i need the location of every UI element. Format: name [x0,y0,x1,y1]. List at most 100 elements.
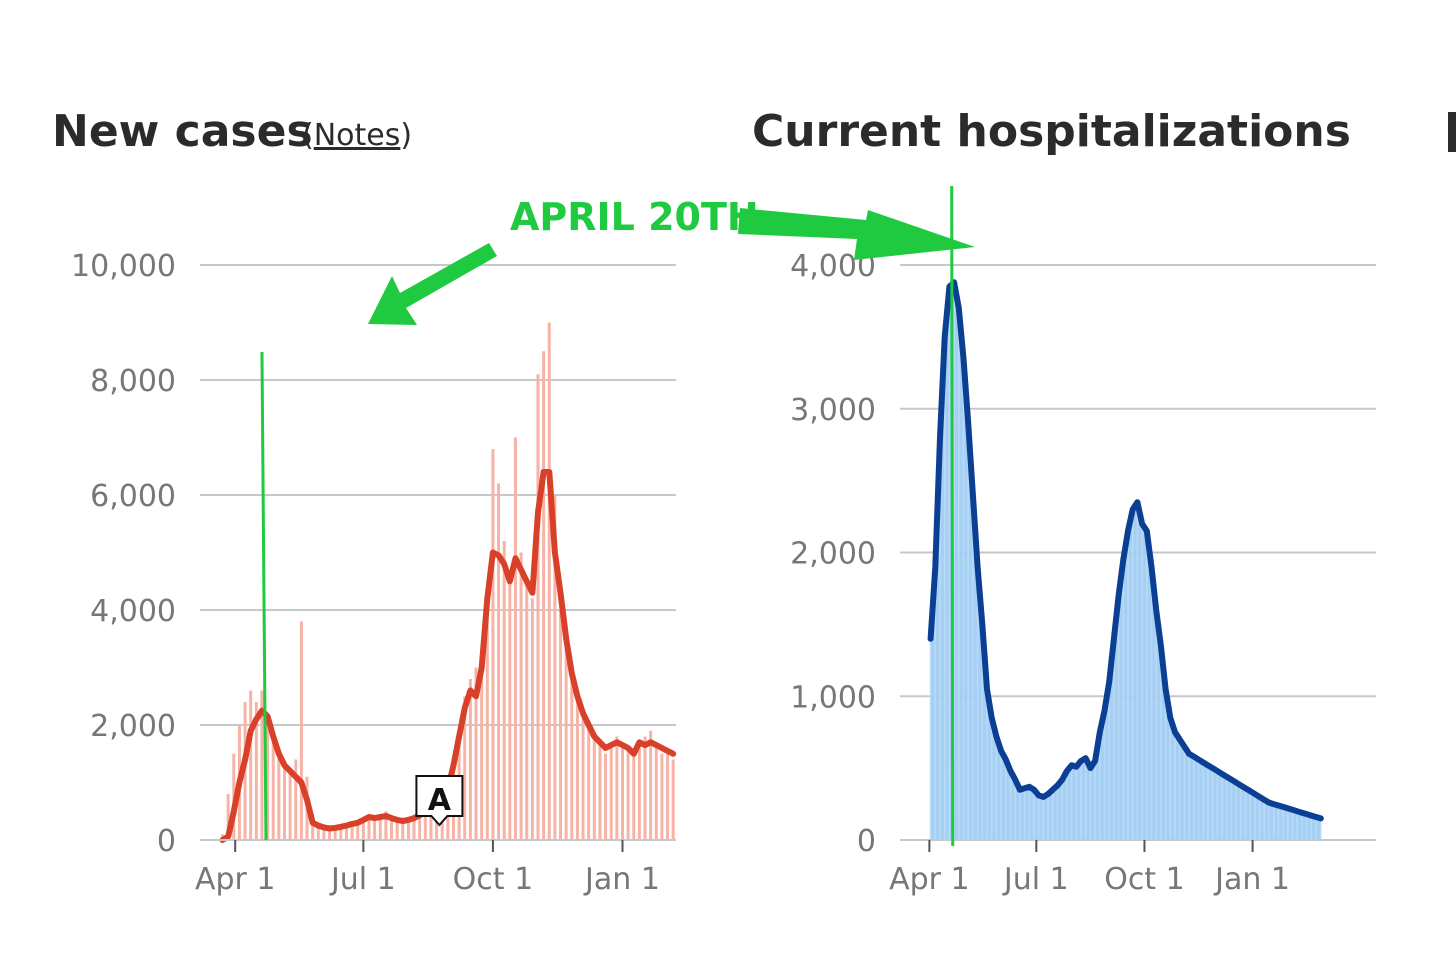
cases-y-tick-label: 10,000 [71,249,176,284]
cases-y-tick-label: 2,000 [90,709,176,744]
cases-daily-bar [525,581,529,840]
cases-daily-bar [429,806,433,840]
cases-daily-bar [294,759,298,840]
cases-daily-bar [356,822,360,840]
cases-daily-bar [626,748,630,840]
cases-daily-bar [632,753,636,840]
cases-daily-bar [468,679,472,840]
cases-daily-bar [401,819,405,840]
cases-y-tick-label: 8,000 [90,364,176,399]
hosp-y-tick-label: 1,000 [790,680,876,715]
cases-daily-bar [390,815,394,840]
cases-daily-bar [587,725,591,840]
cases-x-tick-label: Oct 1 [453,862,534,897]
cases-daily-bar [423,805,427,840]
cases-daily-bar [581,713,585,840]
cases-daily-bar [508,575,512,840]
cases-daily-bar [480,650,484,840]
hosp-y-tick-label: 2,000 [790,537,876,572]
cases-daily-bar [271,742,275,840]
cases-daily-bar [463,696,467,840]
cases-y-tick-label: 0 [157,824,176,859]
hosp-x-tick-label: Apr 1 [889,862,970,897]
cases-daily-bar [637,742,641,840]
cases-daily-bar [277,753,281,840]
cases-daily-bar [350,822,354,840]
cases-daily-bar [328,829,332,840]
cases-daily-bar [609,748,613,840]
cases-daily-bar [333,828,337,840]
cases-daily-bar [643,736,647,840]
annotation-arrow-left [368,243,497,325]
annotation-arrow-right [738,208,975,260]
cases-daily-bar [553,495,557,840]
cases-daily-bar [322,828,326,840]
cases-daily-bar [604,753,608,840]
cases-daily-bar [615,736,619,840]
cases-y-tick-label: 4,000 [90,594,176,629]
cases-daily-bar [260,690,264,840]
cases-daily-bar [485,592,489,840]
cases-daily-bar [311,817,315,840]
cases-daily-bar [660,753,664,840]
cases-daily-bar [339,826,343,840]
cases-daily-bar [559,610,563,840]
cases-daily-bar [513,437,517,840]
cases-daily-bar [598,742,602,840]
cases-daily-bar [282,765,286,840]
cases-daily-bar [592,736,596,840]
cases-daily-bar [575,702,579,840]
cases-x-tick-label: Jan 1 [583,862,660,897]
cases-y-tick-label: 6,000 [90,479,176,514]
hosp-x-tick-label: Oct 1 [1104,862,1185,897]
hosp-y-tick-label: 3,000 [790,393,876,428]
cases-daily-bar [384,811,388,840]
hosp-x-tick-label: Jan 1 [1213,862,1290,897]
cases-daily-bar [249,690,253,840]
cases-daily-bar [502,541,506,840]
cases-daily-bar [530,598,534,840]
cases-x-tick-label: Jul 1 [329,862,396,897]
cases-daily-bar [299,621,303,840]
cases-daily-bar [316,825,320,840]
chart-title-current-hospitalizations: Current hospitalizations [752,106,1351,157]
cases-daily-bar [361,819,365,840]
hosp-line [927,279,1324,822]
notes-link-wrapper: (Notes) [302,118,413,153]
event-marker-box [415,775,464,827]
cases-daily-bar [412,817,416,840]
cases-daily-bar [226,794,230,840]
cases-daily-bar [564,638,568,840]
cases-daily-bar [406,819,410,840]
cases-daily-bar [491,449,495,840]
cases-daily-bar [395,818,399,840]
cases-daily-bar [654,748,658,840]
cases-april-20-line [260,351,268,841]
cases-daily-bar [666,748,670,840]
hosp-y-tick-label: 0 [857,824,876,859]
cases-daily-bar [519,552,523,840]
cases-daily-bar [649,730,653,840]
cases-daily-bar [344,825,348,840]
april-20th-annotation-label: APRIL 20TH [510,195,759,239]
cases-daily-bar [547,322,551,840]
cases-daily-bar [536,374,540,840]
cases-daily-bar [266,719,270,840]
notes-link[interactable]: Notes [313,118,401,153]
cases-daily-bar [288,771,292,840]
clipped-next-title [1448,112,1456,152]
cases-daily-bar [474,667,478,840]
cases-daily-bar [367,815,371,840]
cases-daily-bar [373,818,377,840]
event-marker-label: A [428,783,452,818]
cases-daily-bar [254,702,258,840]
cases-daily-bar [570,679,574,840]
cases-daily-bar [620,742,624,840]
cases-daily-bar [378,814,382,840]
cases-daily-bar [497,483,501,840]
cases-x-tick-label: Apr 1 [195,862,276,897]
chart-title-new-cases: New cases [52,106,313,157]
hosp-april-20-line [950,185,955,847]
hosp-x-tick-label: Jul 1 [1002,862,1069,897]
